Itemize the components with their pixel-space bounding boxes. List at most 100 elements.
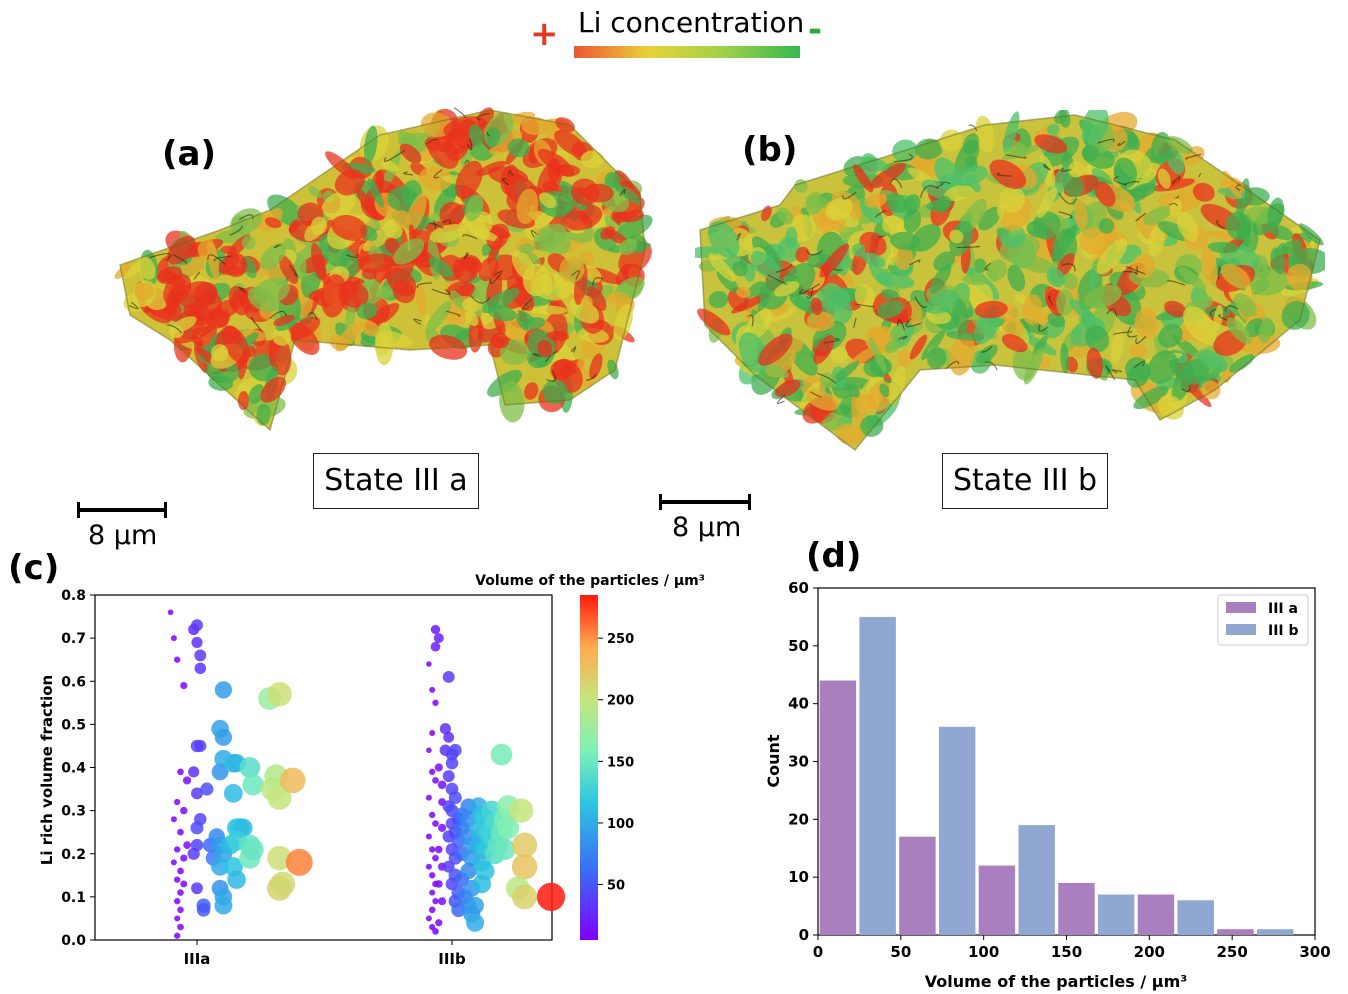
crack-line — [936, 183, 944, 189]
crack-line — [431, 288, 451, 296]
histogram-y-tick-label: 20 — [788, 810, 809, 828]
histogram-x-tick-label: 50 — [890, 943, 911, 961]
texture-blob — [248, 384, 265, 404]
texture-blob — [1133, 386, 1169, 410]
histogram-y-tick-label: 40 — [788, 695, 809, 713]
scatter-point — [194, 662, 207, 675]
texture-blob — [247, 286, 279, 313]
crack-line — [570, 346, 577, 353]
scatter-point — [429, 846, 436, 853]
texture-blob — [852, 243, 866, 257]
scatter-point — [267, 681, 292, 707]
scatter-point — [434, 880, 443, 888]
texture-blob — [777, 207, 794, 225]
texture-blob — [1129, 182, 1157, 199]
scatter-point — [425, 833, 432, 840]
texture-blob — [1270, 247, 1285, 275]
scatter-point — [183, 776, 192, 785]
texture-blob — [909, 334, 928, 360]
texture-blob — [736, 287, 751, 298]
scatter-point — [443, 731, 455, 743]
texture-blob — [1084, 284, 1122, 309]
texture-blob — [553, 164, 581, 177]
texture-blob — [604, 229, 628, 245]
scatter-point — [536, 882, 566, 912]
texture-blob — [890, 231, 921, 251]
texture-blob — [939, 129, 963, 152]
crack-line — [466, 137, 473, 151]
texture-blob — [897, 350, 912, 368]
colorbar-tick-label: 100 — [607, 817, 634, 832]
scatter-point — [180, 681, 188, 690]
texture-blob — [546, 330, 570, 342]
texture-blob — [1007, 264, 1026, 292]
texture-blob — [852, 164, 874, 193]
texture-blob — [810, 297, 823, 316]
texture-blob — [1129, 343, 1148, 359]
scatter-point — [174, 915, 181, 922]
texture-blob — [869, 163, 906, 189]
colorbar-tick-label: 150 — [607, 755, 634, 770]
crack-line — [428, 222, 444, 229]
texture-blob — [1046, 123, 1060, 135]
texture-blob — [708, 220, 740, 259]
texture-blob — [356, 302, 378, 320]
texture-blob — [267, 194, 305, 227]
texture-blob — [540, 272, 553, 296]
legend-swatch — [1226, 602, 1256, 613]
plus-sign: + — [530, 14, 559, 54]
texture-blob — [989, 159, 1027, 190]
texture-blob — [860, 414, 884, 437]
texture-blob — [589, 353, 603, 380]
texture-blob — [429, 224, 467, 243]
texture-blob — [1094, 181, 1116, 207]
texture-blob — [1147, 225, 1166, 257]
texture-blob — [889, 323, 907, 340]
crack-line — [521, 298, 533, 311]
texture-blob — [945, 331, 985, 341]
colorbar-title: Li concentration — [578, 6, 805, 39]
crack-line — [1117, 140, 1126, 147]
crack-line — [736, 233, 741, 241]
texture-blob — [861, 252, 886, 268]
crack-line — [798, 283, 821, 295]
texture-blob — [278, 254, 298, 285]
texture-blob — [1022, 294, 1043, 325]
texture-blob — [1258, 255, 1269, 270]
texture-blob — [1225, 211, 1252, 241]
state-label-a: State III a — [313, 453, 479, 509]
crack-line — [842, 191, 857, 200]
crack-line — [905, 317, 922, 328]
histogram-bar — [859, 616, 896, 935]
texture-blob — [864, 193, 887, 208]
texture-blob — [137, 256, 156, 280]
crack-line — [817, 372, 837, 384]
histogram-y-tick-label: 10 — [788, 868, 809, 886]
crack-line — [984, 262, 991, 271]
texture-blob — [563, 204, 603, 231]
texture-blob — [459, 256, 481, 270]
scatter-point — [194, 739, 207, 753]
histogram-x-tick-label: 250 — [1217, 943, 1248, 961]
texture-blob — [758, 333, 793, 366]
scatter-point — [497, 816, 520, 839]
scatter-x-tick-label: IIIa — [184, 950, 211, 968]
legend-label: III b — [1268, 623, 1299, 639]
crack-line — [462, 234, 478, 240]
crack-line — [893, 153, 913, 163]
texture-blob — [134, 282, 155, 301]
texture-blob — [697, 308, 731, 336]
texture-blob — [1068, 161, 1085, 178]
texture-blob — [522, 317, 546, 330]
texture-blob — [862, 156, 889, 172]
texture-blob — [927, 347, 947, 370]
texture-blob — [360, 319, 380, 337]
scatter-point — [211, 857, 230, 876]
crack-line — [1061, 263, 1076, 272]
texture-blob — [264, 217, 282, 229]
scatter-point — [511, 832, 538, 858]
crack-line — [193, 271, 201, 280]
scatter-y-tick-label: 0.1 — [61, 890, 86, 906]
crack-line — [289, 264, 299, 278]
texture-blob — [455, 160, 483, 200]
